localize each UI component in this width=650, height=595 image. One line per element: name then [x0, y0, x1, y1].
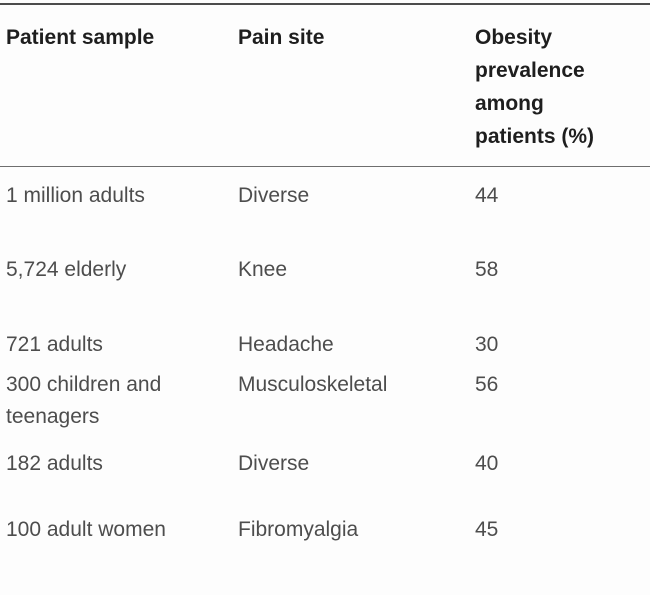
- column-header-patient-sample: Patient sample: [0, 3, 238, 167]
- table-header-row: Patient sample Pain site Obesity prevale…: [0, 3, 650, 167]
- cell-patient-sample: 721 adults: [6, 333, 103, 356]
- cell-patient-sample: 300 children and teenagers: [6, 373, 162, 428]
- table-row: 182 adults Diverse 40: [0, 448, 650, 502]
- table-row: 5,724 elderly Knee 58: [0, 241, 650, 315]
- cell-patient-sample: 182 adults: [6, 452, 103, 475]
- cell-obesity-prevalence: 58: [475, 258, 499, 281]
- cell-patient-sample: 100 adult women: [6, 518, 166, 541]
- table-row: 1 million adults Diverse 44: [0, 167, 650, 242]
- cell-obesity-prevalence: 56: [475, 373, 499, 396]
- cell-obesity-prevalence: 40: [475, 452, 499, 475]
- cell-obesity-prevalence: 30: [475, 333, 499, 356]
- cell-pain-site: Fibromyalgia: [238, 518, 359, 541]
- table-row: 100 adult women Fibromyalgia 45: [0, 502, 650, 576]
- cell-patient-sample: 1 million adults: [6, 184, 145, 207]
- cell-pain-site: Musculoskeletal: [238, 373, 388, 396]
- cell-pain-site: Diverse: [238, 184, 310, 207]
- table-row: 721 adults Headache 30: [0, 315, 650, 364]
- cell-pain-site: Headache: [238, 333, 334, 356]
- cell-pain-site: Diverse: [238, 452, 310, 475]
- cell-pain-site: Knee: [238, 258, 288, 281]
- paper-table: Patient sample Pain site Obesity prevale…: [0, 3, 650, 576]
- cell-obesity-prevalence: 44: [475, 184, 499, 207]
- column-header-obesity-prevalence: Obesity prevalence among patients (%): [475, 3, 650, 167]
- cell-patient-sample: 5,724 elderly: [6, 258, 127, 281]
- cell-obesity-prevalence: 45: [475, 518, 499, 541]
- column-header-pain-site: Pain site: [238, 3, 475, 167]
- table-row: 300 children and teenagers Musculoskelet…: [0, 364, 650, 448]
